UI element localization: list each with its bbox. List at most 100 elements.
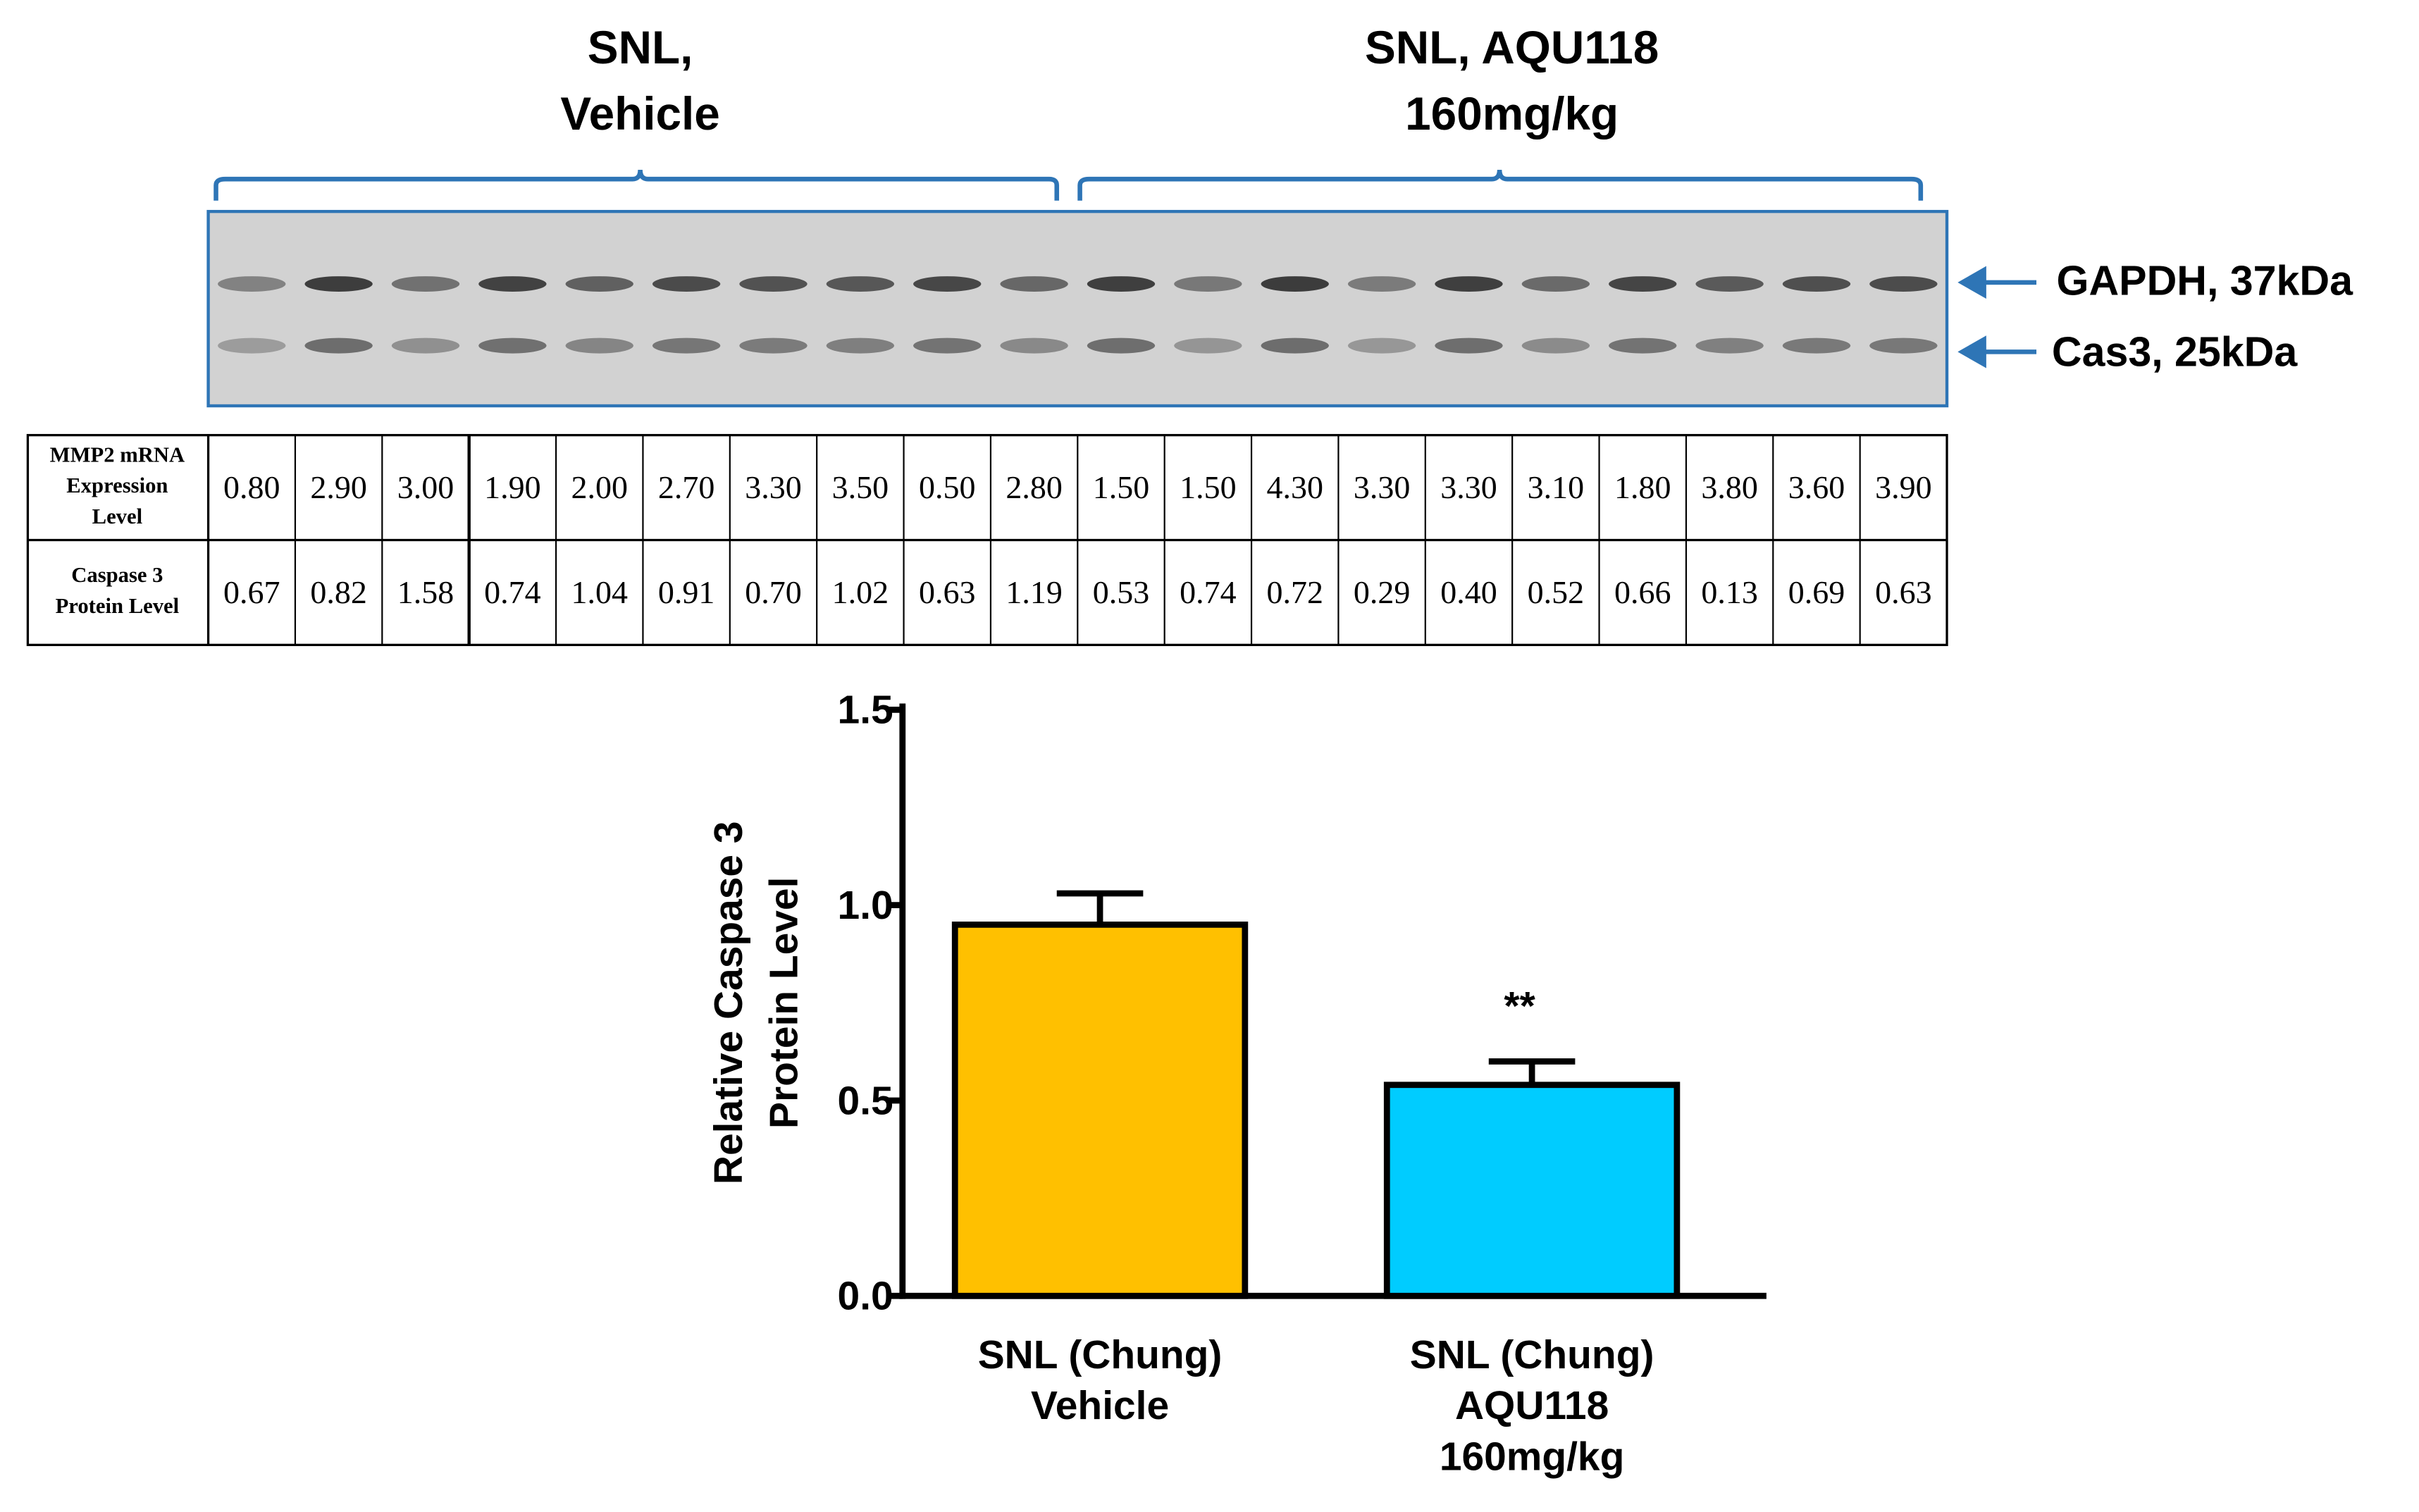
bar (1383, 1082, 1681, 1299)
x-tick-label: AQU118 (1455, 1383, 1609, 1428)
group-label: SNL, (588, 22, 693, 73)
cell: 0.29 (1354, 574, 1410, 610)
cell: 3.80 (1701, 469, 1757, 505)
cell: 1.58 (397, 574, 454, 610)
x-tick-label: SNL (Chung) (1410, 1332, 1654, 1377)
band (1782, 276, 1851, 292)
band (1261, 337, 1329, 354)
cell: 0.63 (1875, 574, 1931, 610)
cell: 3.50 (832, 469, 889, 505)
group-label: Vehicle (560, 88, 719, 140)
arrow-head (1957, 266, 1986, 299)
row-label: Caspase 3 (71, 563, 163, 587)
band (1347, 276, 1416, 292)
row-label: Protein Level (56, 594, 180, 618)
y-tick-label: 0.5 (838, 1078, 893, 1123)
x-tick-label: 160mg/kg (1440, 1434, 1625, 1479)
band (1695, 337, 1764, 354)
cell: 0.63 (919, 574, 975, 610)
band (565, 276, 633, 292)
band (1000, 337, 1068, 354)
brackets (214, 169, 1924, 201)
cell: 3.10 (1528, 469, 1584, 505)
annotation: ** (1504, 984, 1535, 1029)
cell: 0.74 (1180, 574, 1236, 610)
band (218, 276, 286, 292)
band (565, 337, 633, 354)
band (1609, 337, 1677, 354)
band (1869, 276, 1938, 292)
cell: 0.72 (1267, 574, 1323, 610)
band (1174, 276, 1242, 292)
cell: 3.30 (745, 469, 801, 505)
band (1174, 337, 1242, 354)
cell: 2.90 (310, 469, 366, 505)
bracket (1077, 169, 1924, 201)
band-label: Cas3, 25kDa (2052, 328, 2298, 375)
band (913, 337, 982, 354)
group-label: 160mg/kg (1405, 88, 1619, 140)
cell: 0.74 (484, 574, 540, 610)
row-label: Level (92, 504, 142, 528)
cell: 2.80 (1006, 469, 1062, 505)
cell: 0.70 (745, 574, 801, 610)
cell: 0.13 (1701, 574, 1757, 610)
band (1435, 276, 1503, 292)
band (826, 337, 895, 354)
y-axis-label: Relative Caspase 3 (706, 821, 751, 1184)
band (478, 276, 547, 292)
group-label: SNL, AQU118 (1365, 22, 1659, 73)
band (1087, 337, 1156, 354)
cell: 1.02 (832, 574, 889, 610)
y-tick-label: 1.0 (838, 883, 893, 928)
x-tick-label: Vehicle (1031, 1383, 1169, 1428)
band (1347, 337, 1416, 354)
cell: 1.50 (1093, 469, 1149, 505)
cell: 4.30 (1267, 469, 1323, 505)
cell: 0.82 (310, 574, 366, 610)
band (1000, 276, 1068, 292)
band (1521, 337, 1590, 354)
band (1609, 276, 1677, 292)
cell: 3.30 (1440, 469, 1497, 505)
band (1261, 276, 1329, 292)
band-label: GAPDH, 37kDa (2056, 257, 2353, 304)
y-tick-label: 1.5 (838, 688, 893, 733)
band (218, 337, 286, 354)
cell: 1.50 (1180, 469, 1236, 505)
y-axis-label: Protein Level (762, 877, 807, 1129)
cell: 3.90 (1875, 469, 1931, 505)
band (304, 276, 373, 292)
cell: 2.00 (571, 469, 628, 505)
cell: 3.00 (397, 469, 454, 505)
band (1521, 276, 1590, 292)
cell: 0.50 (919, 469, 975, 505)
band (1782, 337, 1851, 354)
bracket (214, 169, 1060, 201)
band (739, 276, 808, 292)
cell: 1.80 (1614, 469, 1671, 505)
cell: 2.70 (658, 469, 714, 505)
x-tick-label: SNL (Chung) (978, 1332, 1223, 1377)
cell: 1.90 (484, 469, 540, 505)
blot (206, 209, 1949, 408)
cell: 0.91 (658, 574, 714, 610)
cell: 1.19 (1006, 574, 1062, 610)
band (1695, 276, 1764, 292)
cell: 0.66 (1614, 574, 1671, 610)
band (1435, 337, 1503, 354)
band (391, 337, 460, 354)
band (739, 337, 808, 354)
cell: 0.67 (223, 574, 280, 610)
band (478, 337, 547, 354)
band (826, 276, 895, 292)
band (391, 276, 460, 292)
row-label: Expression (66, 473, 168, 497)
band (1869, 337, 1938, 354)
band (652, 276, 721, 292)
arrow-head (1957, 335, 1986, 368)
cell: 0.69 (1788, 574, 1845, 610)
band (304, 337, 373, 354)
